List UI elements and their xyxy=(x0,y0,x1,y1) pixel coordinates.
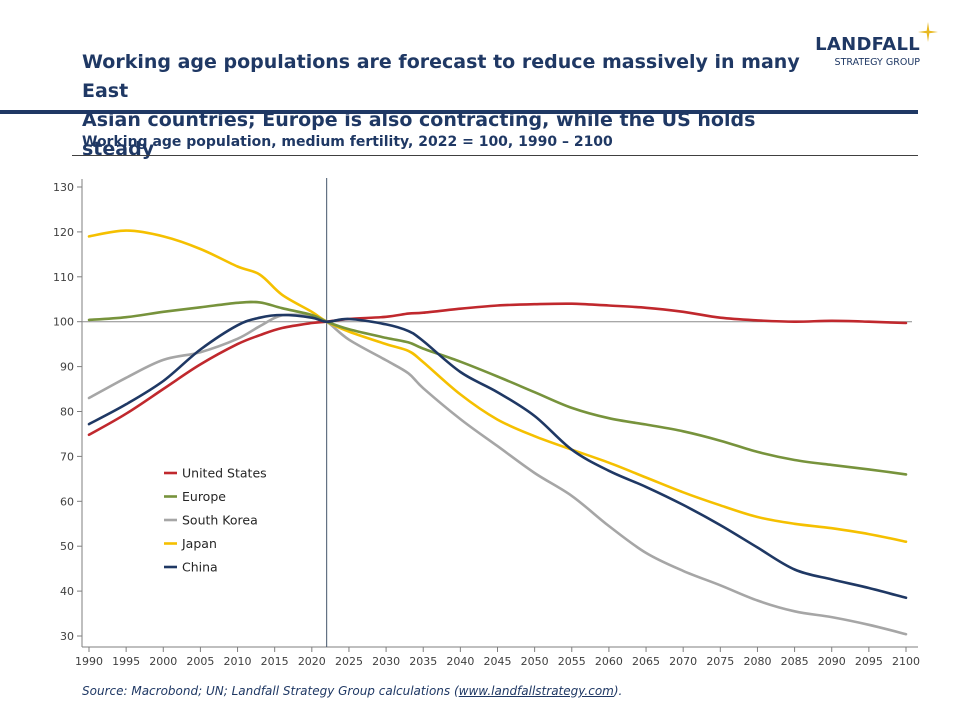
y-tick-label-120: 120 xyxy=(53,226,74,239)
y-tick-label-70: 70 xyxy=(60,450,74,463)
y-tick-label-110: 110 xyxy=(53,271,74,284)
x-tick-label-2050: 2050 xyxy=(521,655,549,668)
star-icon xyxy=(918,22,938,42)
title-line-2: Asian countries; Europe is also contract… xyxy=(82,109,756,160)
subtitle-divider xyxy=(72,155,918,156)
x-tick-label-2080: 2080 xyxy=(743,655,771,668)
x-tick-label-2095: 2095 xyxy=(855,655,883,668)
header-divider xyxy=(0,110,918,114)
x-tick-label-2005: 2005 xyxy=(186,655,214,668)
y-tick-label-100: 100 xyxy=(53,316,74,329)
series-lines xyxy=(87,229,908,636)
y-tick-label-30: 30 xyxy=(60,630,74,643)
source-suffix: ). xyxy=(613,684,623,698)
x-tick-label-2075: 2075 xyxy=(706,655,734,668)
legend-label-japan: Japan xyxy=(181,536,217,551)
x-tick-label-2090: 2090 xyxy=(818,655,846,668)
x-tick-label-2045: 2045 xyxy=(484,655,512,668)
logo-tagline: STRATEGY GROUP xyxy=(834,57,920,68)
legend-label-china: China xyxy=(182,560,218,575)
legend-label-europe: Europe xyxy=(182,489,226,504)
x-tick-label-2035: 2035 xyxy=(409,655,437,668)
axes: 30 40 50 60 70 80 90 100 110 120 130 1990 1995 2000 20… xyxy=(53,179,920,668)
y-tick-label-60: 60 xyxy=(60,495,74,508)
legend-label-south-korea: South Korea xyxy=(182,513,258,528)
y-tick-label-80: 80 xyxy=(60,406,74,419)
series-line-united-states xyxy=(87,302,908,437)
series-line-south-korea xyxy=(87,313,908,636)
y-tick-label-90: 90 xyxy=(60,361,74,374)
source-prefix: Source: Macrobond; UN; Landfall Strategy… xyxy=(82,684,459,698)
x-tick-label-2100: 2100 xyxy=(892,655,920,668)
y-tick-label-50: 50 xyxy=(60,540,74,553)
x-tick-label-1990: 1990 xyxy=(75,655,103,668)
logo-name: LANDFALL xyxy=(815,34,920,55)
x-tick-label-2065: 2065 xyxy=(632,655,660,668)
x-tick-label-2055: 2055 xyxy=(558,655,586,668)
title-line-1: Working age populations are forecast to … xyxy=(82,51,800,102)
chart-title: Working age populations are forecast to … xyxy=(82,48,822,164)
series-line-china xyxy=(87,313,908,600)
x-tick-label-2010: 2010 xyxy=(224,655,252,668)
x-tick-label-2040: 2040 xyxy=(446,655,474,668)
series-line-japan xyxy=(87,229,908,543)
y-tick-label-40: 40 xyxy=(60,585,74,598)
legend-label-united-states: United States xyxy=(182,466,267,481)
x-tick-label-2060: 2060 xyxy=(595,655,623,668)
series-line-europe xyxy=(87,300,908,476)
x-tick-label-2020: 2020 xyxy=(298,655,326,668)
x-tick-label-2000: 2000 xyxy=(149,655,177,668)
reference-lines xyxy=(82,178,912,647)
x-tick-label-2085: 2085 xyxy=(781,655,809,668)
x-tick-label-2030: 2030 xyxy=(372,655,400,668)
source-note: Source: Macrobond; UN; Landfall Strategy… xyxy=(82,684,622,698)
legend: United States Europe South Korea Japan China xyxy=(164,466,267,575)
y-tick-label-130: 130 xyxy=(53,181,74,194)
x-tick-label-1995: 1995 xyxy=(112,655,140,668)
chart-subtitle: Working age population, medium fertility… xyxy=(82,134,613,150)
source-link[interactable]: www.landfallstrategy.com xyxy=(458,684,614,698)
x-tick-label-2070: 2070 xyxy=(669,655,697,668)
landfall-logo: LANDFALL STRATEGY GROUP xyxy=(815,22,948,72)
x-tick-label-2015: 2015 xyxy=(261,655,289,668)
x-tick-label-2025: 2025 xyxy=(335,655,363,668)
